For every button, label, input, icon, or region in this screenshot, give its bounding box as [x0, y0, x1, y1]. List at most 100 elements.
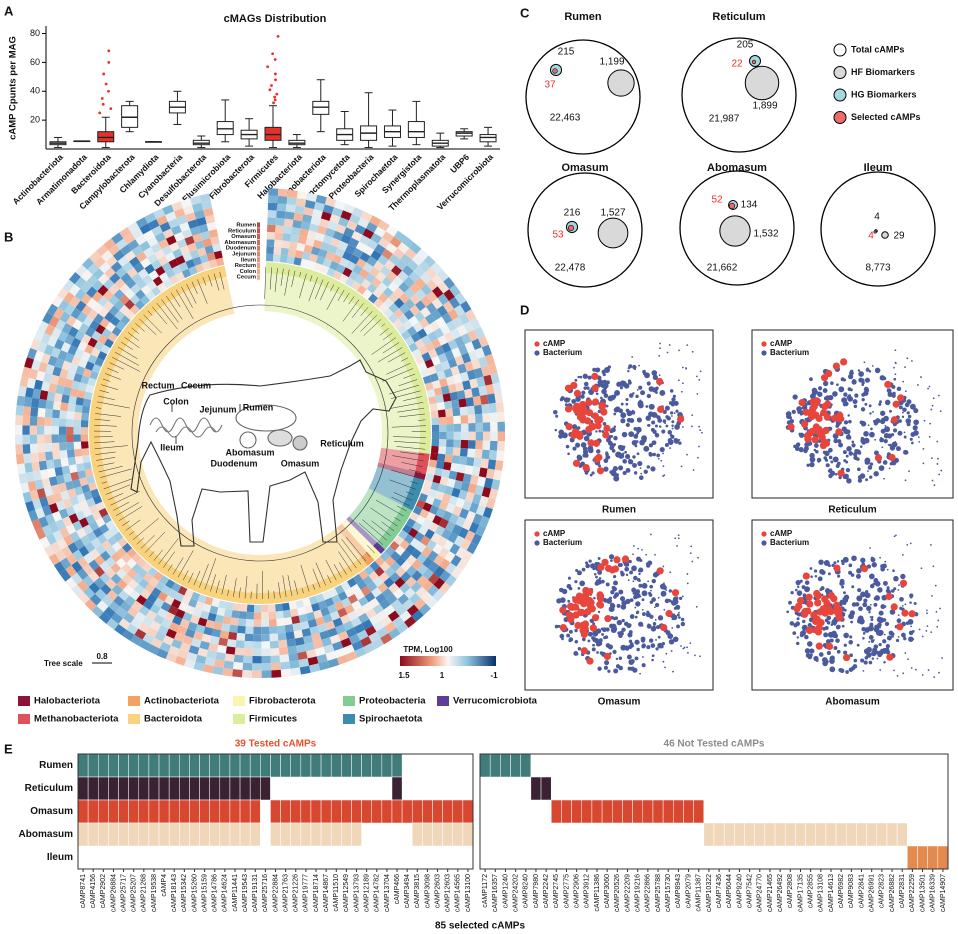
presence-cell [835, 822, 847, 847]
legend-marker [534, 531, 540, 537]
heatmap-cell [416, 563, 429, 576]
presence-cell [846, 822, 857, 847]
column-label: cAMP6044 [726, 874, 733, 908]
heatmap-cell [413, 598, 426, 610]
bacterium-node [862, 602, 868, 608]
heatmap-cell [410, 548, 422, 560]
heatmap-cell [151, 259, 162, 270]
heatmap-cell [286, 255, 295, 265]
heatmap-cell [181, 595, 191, 606]
tree-branch [95, 413, 121, 417]
column-label: cAMP14786 [212, 874, 219, 912]
bacterium-node [909, 415, 911, 418]
bacterium-node [582, 449, 589, 455]
column-label: cAMP21465 [767, 874, 774, 912]
heatmap-cell [98, 306, 109, 318]
heatmap-cell [45, 399, 54, 410]
bacterium-node [847, 414, 850, 417]
heatmap-cell [439, 570, 451, 583]
heatmap-cell [331, 207, 344, 218]
bacterium-node [632, 580, 635, 583]
heatmap-cell [335, 263, 346, 274]
bacterium-node [896, 618, 902, 624]
heatmap-cell [157, 591, 168, 602]
heatmap-cell [23, 396, 33, 407]
heatmap-cell [425, 596, 438, 609]
bacterium-node [654, 432, 660, 438]
heatmap-cell [395, 604, 407, 617]
heatmap-cell [418, 492, 429, 503]
heatmap-cell [22, 443, 31, 454]
heatmap-cell [440, 360, 451, 371]
heatmap-cell [415, 542, 427, 553]
heatmap-cell [200, 230, 211, 241]
heatmap-cell [15, 415, 23, 426]
heatmap-cell [100, 583, 112, 595]
camp-node [842, 653, 851, 662]
presence-cell [229, 776, 241, 801]
heatmap-cell [389, 540, 400, 552]
bacterium-node [660, 644, 664, 649]
heatmap-cell [211, 598, 220, 608]
heatmap-cell [67, 542, 79, 554]
heatmap-cell [152, 276, 163, 287]
bacterium-node [621, 627, 626, 632]
bacterium-node [848, 639, 854, 645]
camp-node [808, 427, 816, 436]
heatmap-cell [334, 601, 345, 611]
heatmap-cell [287, 645, 298, 655]
heatmap-cell [178, 602, 189, 612]
bacterium-node [594, 581, 600, 586]
heatmap-cell [340, 581, 351, 592]
heatmap-cell [80, 441, 89, 449]
legend-swatch [343, 714, 355, 724]
heatmap-cell [45, 459, 55, 470]
outlier [273, 58, 277, 61]
heatmap-cell [400, 330, 411, 341]
heatmap-cell [441, 342, 452, 354]
heatmap-cell [334, 647, 346, 658]
heatmap-cell [336, 654, 349, 665]
anatomy-label: Rectum [141, 380, 174, 390]
heatmap-cell [165, 235, 177, 246]
heatmap-cell [431, 424, 440, 432]
bacterium-node [651, 654, 655, 658]
camp-node [660, 623, 668, 632]
tree-branch [193, 570, 201, 586]
presence-cell [642, 754, 653, 777]
heatmap-cell [344, 604, 355, 615]
presence-cell [591, 799, 603, 824]
heatmap-cell [70, 337, 82, 349]
presence-cell [310, 846, 322, 869]
presence-cell [510, 823, 521, 846]
heatmap-cell [393, 287, 405, 298]
heatmap-cell [22, 415, 31, 426]
bacterium-node [886, 433, 893, 439]
heatmap-cell [291, 227, 301, 236]
bacterium-node [654, 553, 656, 556]
presence-cell [189, 846, 200, 869]
heatmap-cell [420, 306, 431, 318]
heatmap-cell [433, 577, 446, 590]
bacterium-node [667, 430, 673, 435]
heatmap-cell [184, 658, 196, 669]
heatmap-cell [490, 431, 498, 442]
presence-cell [321, 846, 332, 869]
presence-cell [866, 777, 877, 800]
heatmap-cell [432, 474, 442, 484]
heatmap-cell [494, 460, 504, 471]
presence-cell [907, 777, 918, 800]
heatmap-cell [59, 368, 69, 379]
heatmap-cell [80, 281, 92, 294]
bacterium-node [650, 466, 656, 472]
heatmap-cell [270, 647, 280, 656]
heatmap-cell [356, 629, 369, 641]
bacterium-node [841, 561, 845, 566]
heatmap-cell [232, 602, 241, 612]
row-label: Ileum [47, 852, 73, 863]
bacterium-node [880, 436, 882, 439]
bacterium-node [843, 608, 847, 612]
tree-branch [100, 468, 132, 478]
heatmap-cell [206, 221, 217, 231]
bacterium-node [843, 650, 848, 655]
